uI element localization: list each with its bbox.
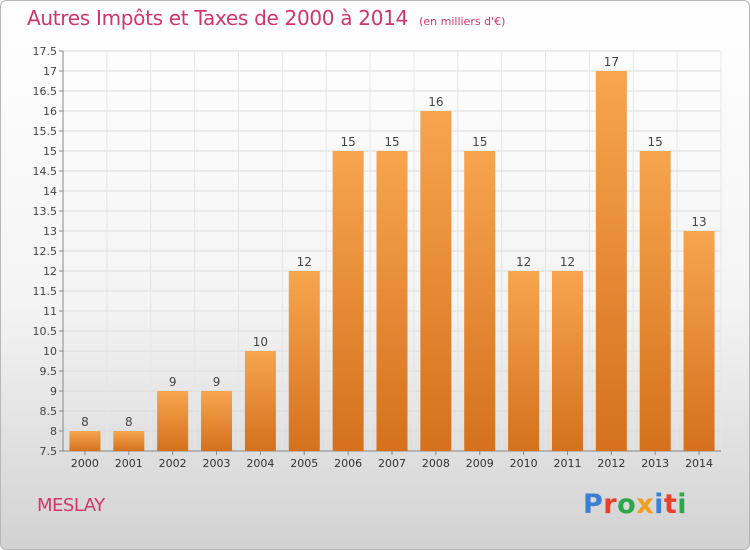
data-label: 12 (297, 255, 312, 269)
data-label: 10 (253, 335, 268, 349)
y-tick-label: 13.5 (33, 205, 58, 218)
data-label: 15 (384, 135, 399, 149)
bar-2009 (464, 151, 496, 451)
bar-2001 (113, 431, 145, 451)
proxiti-logo: Proxiti (583, 489, 687, 520)
y-tick-label: 17 (43, 65, 57, 78)
x-tick-label: 2006 (334, 457, 362, 470)
y-tick-label: 15.5 (33, 125, 58, 138)
data-label: 15 (340, 135, 355, 149)
y-tick-label: 9.5 (40, 365, 58, 378)
logo-letter: o (617, 489, 637, 520)
x-tick-label: 2003 (203, 457, 231, 470)
data-label: 9 (169, 375, 177, 389)
bars (69, 71, 715, 451)
bar-2011 (551, 271, 583, 451)
x-tick-label: 2011 (553, 457, 581, 470)
value-labels: 8 8 9 9 10 12 15 15 16 15 12 12 17 15 13 (81, 55, 707, 429)
data-label: 15 (648, 135, 663, 149)
y-tick-label: 11.5 (33, 285, 58, 298)
x-tick-label: 2005 (290, 457, 318, 470)
x-tick-label: 2008 (422, 457, 450, 470)
title-row: Autres Impôts et Taxes de 2000 à 2014 (e… (27, 6, 505, 30)
x-tick-label: 2014 (685, 457, 713, 470)
logo-letter: P (583, 489, 604, 520)
bar-2002 (157, 391, 189, 451)
bar-2004 (244, 351, 276, 451)
y-tick-label: 12.5 (33, 245, 58, 258)
data-label: 17 (604, 55, 619, 69)
x-tick-label: 2007 (378, 457, 406, 470)
y-tick-label: 14.5 (33, 165, 58, 178)
y-tick-label: 10 (43, 345, 57, 358)
bar-2000 (69, 431, 101, 451)
logo-letter: x (636, 489, 655, 520)
y-tick-label: 13 (43, 225, 57, 238)
bar-2005 (288, 271, 320, 451)
logo-letter: r (603, 489, 618, 520)
data-label: 16 (428, 95, 443, 109)
logo-letter: i (677, 489, 688, 520)
bar-2012 (595, 71, 627, 451)
bar-2014 (683, 231, 715, 451)
logo-letter: i (654, 489, 664, 520)
bar-2013 (639, 151, 671, 451)
data-label: 8 (125, 415, 133, 429)
bar-2007 (376, 151, 408, 451)
axes: 7.5 8 8.5 9 9.5 10 10.5 11 11.5 12 12.5 13 13.5 14 14.… (33, 45, 721, 470)
y-tick-label: 17.5 (33, 45, 58, 58)
bar-2006 (332, 151, 364, 451)
x-tick-label: 2004 (246, 457, 274, 470)
y-tick-label: 10.5 (33, 325, 58, 338)
y-tick-label: 15 (43, 145, 57, 158)
town-name: MESLAY (37, 495, 105, 516)
y-tick-label: 11 (43, 305, 57, 318)
y-tick-label: 8 (50, 425, 57, 438)
y-tick-label: 8.5 (40, 405, 58, 418)
y-tick-label: 16.5 (33, 85, 58, 98)
data-label: 13 (691, 215, 706, 229)
data-label: 9 (213, 375, 221, 389)
bar-2003 (201, 391, 233, 451)
x-tick-label: 2012 (597, 457, 625, 470)
data-label: 12 (516, 255, 531, 269)
x-tick-label: 2010 (510, 457, 538, 470)
data-label: 12 (560, 255, 575, 269)
bar-2008 (420, 111, 452, 451)
x-tick-label: 2002 (159, 457, 187, 470)
x-tick-label: 2001 (115, 457, 143, 470)
y-tick-label: 7.5 (40, 445, 58, 458)
data-label: 8 (81, 415, 89, 429)
chart-title: Autres Impôts et Taxes de 2000 à 2014 (27, 6, 408, 30)
x-tick-label: 2000 (71, 457, 99, 470)
x-tick-label: 2009 (466, 457, 494, 470)
y-tick-label: 14 (43, 185, 57, 198)
bar-2010 (508, 271, 540, 451)
x-tick-label: 2013 (641, 457, 669, 470)
data-label: 15 (472, 135, 487, 149)
y-tick-label: 9 (50, 385, 57, 398)
y-tick-label: 16 (43, 105, 57, 118)
chart-subtitle: (en milliers d'€) (419, 15, 506, 28)
y-tick-label: 12 (43, 265, 57, 278)
logo-letter: t (663, 489, 678, 520)
